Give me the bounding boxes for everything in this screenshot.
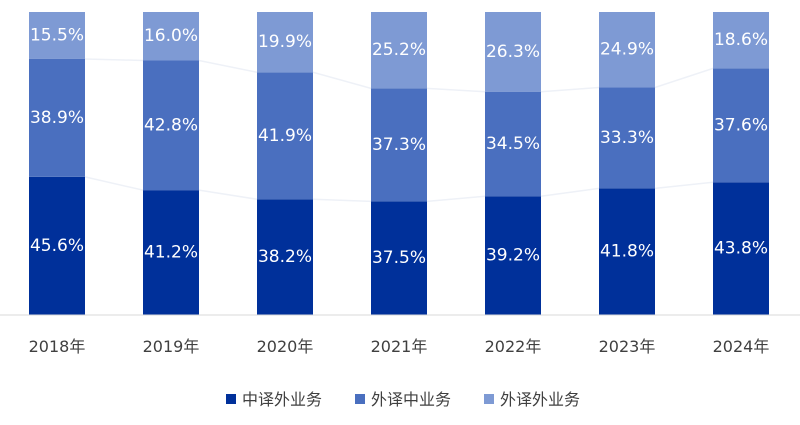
data-label-2-4: 37.3% xyxy=(372,135,426,155)
legend: 中译外业务 外译中业务 外译外业务 xyxy=(226,390,580,409)
data-label-2-6: 33.3% xyxy=(600,128,654,148)
data-label-1-1: 45.6% xyxy=(30,236,84,256)
bar-segment-2-4 xyxy=(371,88,427,202)
bar-segment-2-2 xyxy=(143,60,199,191)
legend-label-2: 外译中业务 xyxy=(371,390,451,409)
legend-label-1: 中译外业务 xyxy=(242,390,322,409)
data-label-2-5: 34.5% xyxy=(486,134,540,154)
legend-label-3: 外译外业务 xyxy=(500,390,580,409)
data-label-1-5: 39.2% xyxy=(486,246,540,266)
bar-segment-3-6 xyxy=(599,12,655,88)
data-label-1-6: 41.8% xyxy=(600,242,654,262)
bars: 45.6% 38.9% 15.5% 41.2% 42.8% 16.0% 38.2% 41.9%… xyxy=(29,12,769,315)
data-label-2-2: 42.8% xyxy=(144,115,198,135)
bar-segment-3-2 xyxy=(143,12,199,61)
x-tick-label-2: 2019年 xyxy=(143,337,200,356)
data-label-3-6: 24.9% xyxy=(600,40,654,60)
bar-segment-2-1 xyxy=(29,58,85,177)
x-tick-label-4: 2021年 xyxy=(371,337,428,356)
bar-segment-1-7 xyxy=(713,182,769,315)
x-tick-label-3: 2020年 xyxy=(257,337,314,356)
data-label-1-3: 38.2% xyxy=(258,247,312,267)
data-label-3-7: 18.6% xyxy=(714,30,768,50)
bar-segment-2-6 xyxy=(599,87,655,189)
data-label-3-3: 19.9% xyxy=(258,32,312,52)
x-axis-ticks: 2018年 2019年 2020年 2021年 2022年 2023年 2024年 xyxy=(29,337,770,356)
bar-segment-3-1 xyxy=(29,12,85,59)
bar-segment-2-5 xyxy=(485,91,541,197)
bar-segment-1-2 xyxy=(143,190,199,315)
bar-segment-1-3 xyxy=(257,199,313,315)
legend-swatch-3 xyxy=(484,394,494,404)
data-label-2-3: 41.9% xyxy=(258,126,312,146)
data-label-1-7: 43.8% xyxy=(714,239,768,259)
bar-segment-3-7 xyxy=(713,12,769,69)
bar-segment-1-1 xyxy=(29,176,85,315)
data-label-3-2: 16.0% xyxy=(144,26,198,46)
data-label-1-2: 41.2% xyxy=(144,243,198,263)
bar-segment-2-7 xyxy=(713,68,769,183)
x-tick-label-6: 2023年 xyxy=(599,337,656,356)
bar-segment-1-4 xyxy=(371,201,427,315)
x-tick-label-1: 2018年 xyxy=(29,337,86,356)
bar-segment-3-4 xyxy=(371,12,427,89)
x-tick-label-7: 2024年 xyxy=(713,337,770,356)
legend-swatch-1 xyxy=(226,394,236,404)
bar-segment-2-3 xyxy=(257,72,313,200)
x-tick-label-5: 2022年 xyxy=(485,337,542,356)
data-label-2-7: 37.6% xyxy=(714,115,768,135)
data-label-2-1: 38.9% xyxy=(30,108,84,128)
data-label-3-5: 26.3% xyxy=(486,42,540,62)
bar-segment-3-3 xyxy=(257,12,313,73)
bar-segment-1-5 xyxy=(485,196,541,315)
legend-swatch-2 xyxy=(355,394,365,404)
data-label-3-4: 25.2% xyxy=(372,40,426,60)
bar-segment-1-6 xyxy=(599,188,655,315)
data-label-1-4: 37.5% xyxy=(372,248,426,268)
bar-segment-3-5 xyxy=(485,12,541,92)
data-label-3-1: 15.5% xyxy=(30,25,84,45)
